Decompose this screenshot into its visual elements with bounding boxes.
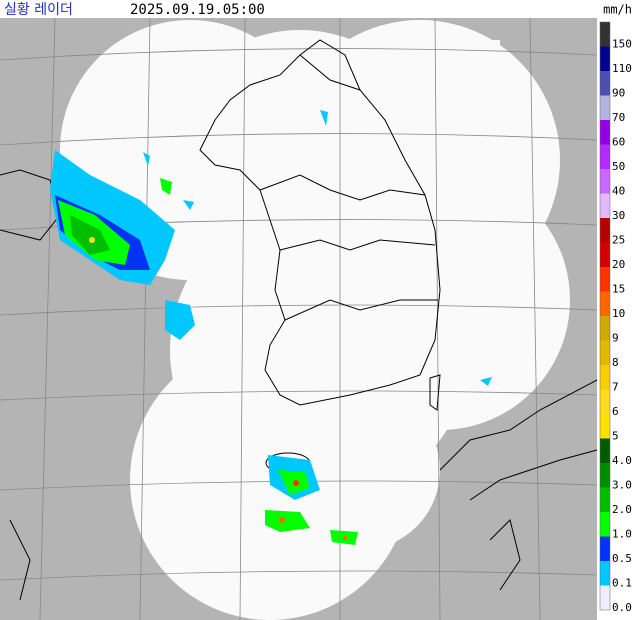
legend-swatch <box>600 438 610 463</box>
legend-label: 4.0 <box>612 454 632 467</box>
unit: mm/h <box>603 3 632 17</box>
legend-label: 5 <box>612 430 619 443</box>
legend-label: 0.1 <box>612 577 632 590</box>
legend: 150 110 90 70 60 50 40 30 25 20 15 10 9 8 7 6 5 4.0 3.0 2.0… <box>599 21 632 614</box>
legend-swatch <box>600 144 610 169</box>
legend-label: 0.5 <box>612 552 632 565</box>
legend-swatch <box>600 120 610 145</box>
precipitation <box>50 110 492 545</box>
map <box>0 17 598 620</box>
legend-swatch <box>600 365 610 390</box>
legend-swatch <box>600 487 610 512</box>
title: 실황 레이더 <box>4 2 73 18</box>
legend-label: 40 <box>612 185 625 198</box>
legend-swatch <box>600 218 610 243</box>
legend-label: 60 <box>612 136 625 149</box>
legend-swatch <box>600 512 610 537</box>
legend-label: 30 <box>612 209 625 222</box>
legend-swatch <box>600 169 610 194</box>
legend-swatch <box>600 463 610 488</box>
legend-swatch <box>600 316 610 341</box>
legend-label: 20 <box>612 258 625 271</box>
legend-label: 6 <box>612 405 619 418</box>
legend-swatch <box>600 585 610 610</box>
legend-swatch <box>600 389 610 414</box>
legend-label: 15 <box>612 283 625 296</box>
legend-label: 150 <box>612 38 632 51</box>
timestamp: 2025.09.19.05:00 <box>130 2 265 18</box>
legend-label: 25 <box>612 234 625 247</box>
legend-label: 70 <box>612 111 625 124</box>
legend-label: 8 <box>612 356 619 369</box>
legend-swatch <box>600 46 610 71</box>
legend-swatch <box>600 267 610 292</box>
legend-swatch <box>600 291 610 316</box>
legend-swatch <box>600 242 610 267</box>
legend-label: 1.0 <box>612 528 632 541</box>
legend-swatch <box>600 414 610 439</box>
legend-label: 110 <box>612 62 632 75</box>
header-bar <box>0 0 635 18</box>
coastlines <box>0 39 598 601</box>
legend-label: 9 <box>612 332 619 345</box>
legend-label: 90 <box>612 87 625 100</box>
legend-label: 50 <box>612 160 625 173</box>
legend-label: 10 <box>612 307 625 320</box>
legend-swatch <box>600 340 610 365</box>
legend-swatch <box>600 193 610 218</box>
legend-swatch <box>600 71 610 96</box>
legend-label: 3.0 <box>612 479 632 492</box>
legend-swatch <box>600 561 610 586</box>
legend-frame <box>599 21 611 611</box>
legend-swatch <box>600 536 610 561</box>
legend-label: 2.0 <box>612 503 632 516</box>
legend-label: 7 <box>612 381 619 394</box>
legend-label: 0.0 <box>612 601 632 614</box>
legend-swatch <box>600 95 610 120</box>
legend-swatch <box>600 22 610 47</box>
